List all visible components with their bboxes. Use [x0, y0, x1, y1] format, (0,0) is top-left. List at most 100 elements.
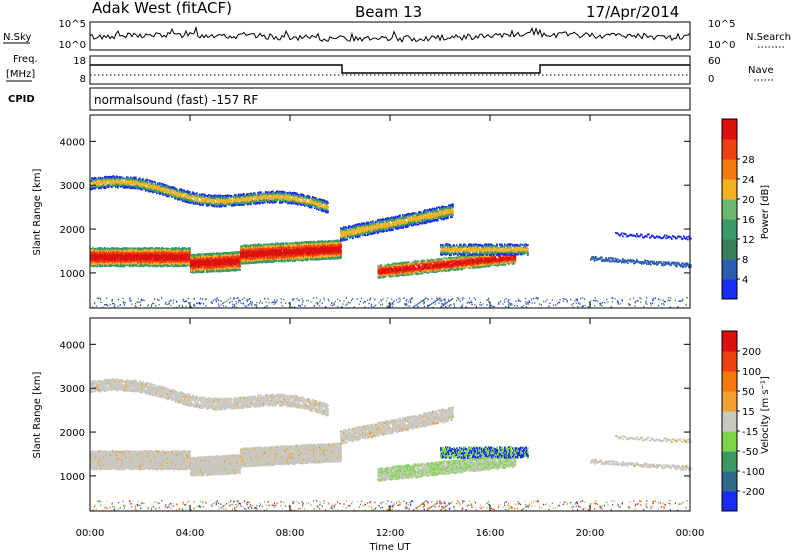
power-cell: [181, 254, 183, 257]
power-cell: [180, 258, 182, 261]
power-cell: [132, 249, 134, 252]
power-cell: [200, 258, 202, 261]
power-cell: [200, 268, 202, 271]
power-cell: [126, 262, 128, 265]
power-cell: [144, 247, 146, 249]
power-cell: [202, 265, 204, 268]
power-cell: [95, 261, 97, 263]
power-cell: [152, 255, 154, 258]
power-cell: [160, 258, 162, 261]
power-cell: [219, 259, 221, 262]
power-cell: [138, 248, 140, 251]
power-cell: [197, 262, 199, 265]
power-cell: [220, 258, 222, 261]
power-cell: [216, 270, 218, 273]
power-cell: [117, 261, 119, 263]
power-cell: [170, 264, 172, 267]
power-cell: [112, 247, 114, 250]
power-cell: [140, 258, 142, 261]
power-cell: [114, 261, 116, 264]
power-cell: [96, 257, 98, 260]
cpid-label: CPID: [8, 94, 35, 105]
power-cell: [199, 263, 201, 266]
power-cell: [107, 248, 109, 251]
power-cell: [181, 252, 183, 255]
power-cell: [179, 258, 181, 261]
power-cell: [99, 254, 101, 257]
power-cell: [190, 262, 192, 265]
power-cell: [192, 261, 194, 264]
power-cell: [208, 254, 210, 257]
power-cell: [159, 259, 161, 262]
power-cell: [169, 260, 171, 263]
power-cell: [104, 263, 106, 265]
power-cell: [96, 261, 98, 264]
power-cell: [208, 265, 210, 268]
power-cell: [175, 252, 177, 255]
power-cell: [201, 266, 203, 269]
power-cell: [118, 250, 120, 253]
power-cell: [170, 259, 172, 262]
power-cell: [97, 250, 99, 253]
power-cell: [100, 247, 102, 249]
power-cell: [150, 253, 152, 256]
power-cell: [222, 254, 224, 257]
power-cell: [150, 264, 152, 267]
power-cell: [91, 264, 93, 267]
power-cell: [185, 264, 187, 267]
power-cell: [183, 257, 185, 260]
power-cell: [102, 254, 104, 257]
power-cell: [169, 263, 171, 266]
power-cell: [92, 249, 94, 251]
power-cell: [114, 251, 116, 254]
power-cell: [117, 263, 119, 266]
power-cell: [204, 260, 206, 262]
power-cell: [118, 253, 120, 255]
power-cell: [179, 255, 181, 257]
power-cell: [158, 254, 160, 257]
power-cell: [214, 254, 216, 257]
power-cell: [178, 259, 180, 262]
freq-trace: [90, 64, 690, 74]
power-cell: [173, 260, 175, 263]
power-cell: [177, 263, 179, 266]
power-cell: [212, 266, 214, 269]
power-cell: [126, 250, 128, 253]
power-cell: [113, 257, 115, 259]
power-cell: [118, 262, 120, 265]
power-cell: [183, 250, 185, 252]
power-cell: [188, 252, 190, 255]
power-cell: [127, 258, 129, 261]
power-cell: [125, 260, 127, 263]
power-cell: [123, 259, 125, 262]
power-cell: [158, 257, 160, 260]
power-cell: [160, 264, 162, 267]
power-cell: [93, 265, 95, 268]
power-cell: [131, 253, 133, 256]
power-cell: [148, 259, 150, 262]
power-cell: [191, 262, 193, 265]
power-cell: [157, 257, 159, 260]
power-cell: [128, 263, 130, 265]
power-cell: [115, 259, 117, 261]
power-cell: [187, 257, 189, 260]
power-cell: [123, 265, 125, 268]
power-cell: [134, 259, 136, 262]
power-cell: [166, 264, 168, 266]
power-cell: [92, 247, 94, 249]
power-cell: [199, 269, 201, 271]
power-cell: [202, 269, 204, 272]
power-cell: [174, 256, 176, 259]
power-cell: [149, 261, 151, 264]
power-cell: [162, 265, 164, 268]
power-cell: [160, 262, 162, 265]
power-cell: [157, 262, 159, 265]
power-cell: [207, 269, 209, 272]
power-cell: [159, 258, 161, 261]
freq-tick-left-low: 8: [80, 74, 86, 85]
power-cell: [127, 257, 129, 260]
power-cell: [163, 260, 165, 263]
power-cell: [92, 253, 94, 256]
power-cell: [210, 263, 212, 265]
